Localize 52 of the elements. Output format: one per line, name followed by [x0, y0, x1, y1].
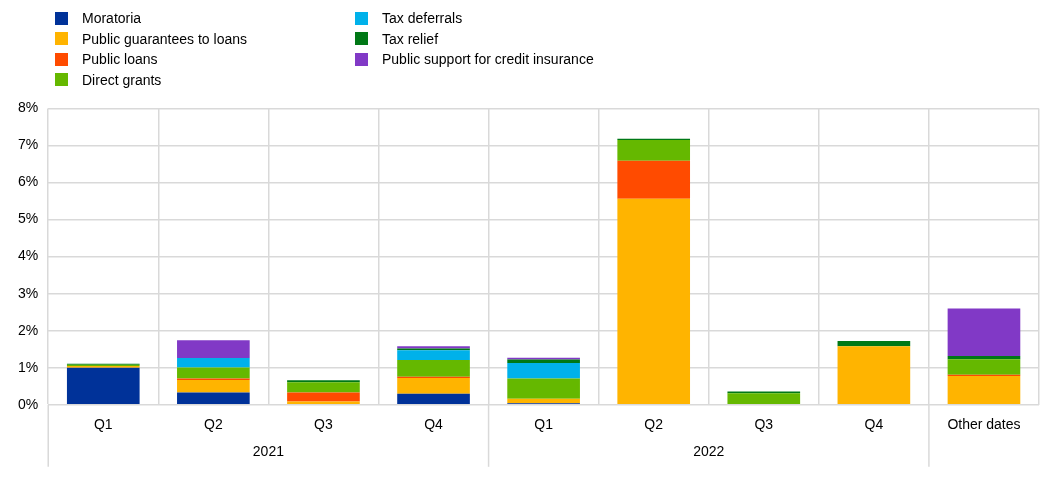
bar: [287, 392, 360, 402]
x-tick-label: Q3: [754, 416, 774, 433]
x-tick-label: Q1: [93, 416, 113, 433]
bar: [177, 367, 250, 379]
y-tick-label: 6%: [18, 173, 39, 190]
bar: [397, 350, 470, 360]
bar: [177, 358, 250, 368]
bar: [397, 378, 470, 394]
text: 2021: [252, 442, 285, 459]
legend-label: Moratoria: [82, 10, 142, 27]
bar: [947, 375, 1021, 405]
bar: [507, 398, 580, 404]
bar: [837, 341, 911, 347]
bar: [287, 401, 360, 405]
bar: [837, 346, 911, 405]
bar: [177, 392, 250, 405]
y-tick-label: 8%: [18, 99, 39, 116]
legend-label: Public support for credit insurance: [382, 51, 594, 68]
bar: [617, 198, 691, 405]
text: 2022: [693, 442, 725, 459]
legend-label: Tax relief: [382, 30, 439, 47]
legend-label: Public guarantees to loans: [82, 30, 247, 47]
bar: [617, 139, 691, 161]
bar: [397, 393, 470, 405]
legend-label: Direct grants: [82, 71, 162, 88]
legend-label: Tax deferrals: [382, 10, 463, 27]
x-tick-label: Q2: [644, 416, 664, 433]
y-tick-label: 5%: [18, 210, 39, 227]
y-tick-label: 4%: [18, 247, 39, 264]
x-tick-label: Q4: [424, 416, 444, 433]
bar: [66, 367, 140, 405]
y-tick-label: 7%: [18, 136, 39, 153]
x-tick-label: Q3: [314, 416, 333, 433]
bar: [947, 308, 1021, 356]
bar: [507, 378, 580, 399]
bar: [727, 393, 801, 405]
bar: [397, 359, 470, 377]
legend-label: Public loans: [82, 51, 158, 68]
x-tick-label: Other dates: [947, 416, 1021, 433]
x-tick-label: Q2: [204, 416, 223, 433]
y-tick-label: 3%: [18, 284, 39, 301]
bar: [177, 379, 250, 393]
x-tick-label: Q1: [534, 416, 554, 433]
bar: [617, 160, 691, 199]
bar: [177, 340, 250, 359]
x-tick-label: Q4: [864, 416, 884, 433]
y-tick-label: 0%: [18, 395, 39, 412]
y-tick-label: 2%: [18, 321, 39, 338]
bar: [947, 359, 1021, 375]
bar: [287, 382, 360, 393]
y-tick-label: 1%: [18, 358, 39, 375]
bar: [507, 362, 580, 379]
